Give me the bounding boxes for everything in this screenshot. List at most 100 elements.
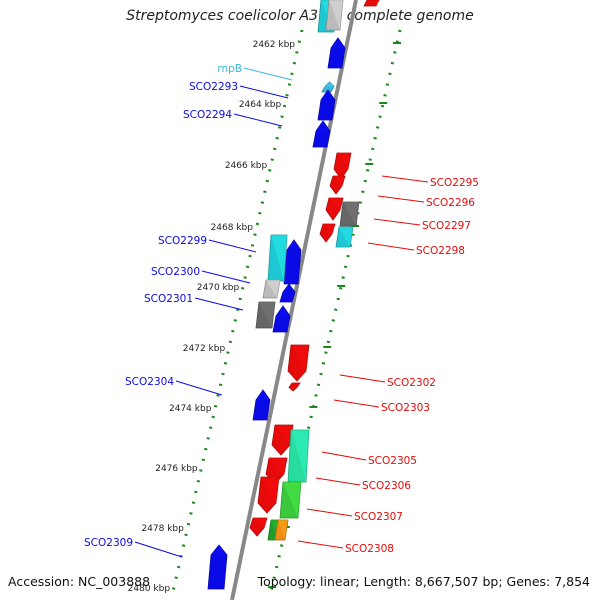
reverse-gene: [319, 223, 336, 243]
scale-label: 2462 kbp: [253, 40, 296, 50]
forward-gene-highlight: [321, 90, 335, 100]
reverse-gene-highlight: [329, 0, 343, 30]
right-leader-line: [306, 508, 353, 517]
reverse-gene-highlight: [261, 477, 279, 503]
forward-gene-highlight: [266, 280, 280, 298]
scale-label: 2480 kbp: [128, 584, 171, 594]
right-leader-line: [367, 242, 415, 251]
left-gene-label: rnpB: [217, 63, 242, 75]
left-leader-line: [175, 380, 223, 396]
reverse-gene-highlight: [269, 458, 287, 474]
right-gene-label: SCO2303: [381, 402, 430, 414]
right-leader-line: [373, 218, 421, 226]
forward-gene-highlight: [287, 240, 301, 250]
reverse-gene-highlight: [292, 383, 300, 388]
right-gene-label: SCO2295: [430, 177, 479, 189]
reverse-gene: [287, 429, 310, 483]
right-gene-label: SCO2307: [354, 511, 403, 523]
scale-label: 2476 kbp: [155, 464, 198, 474]
reverse-gene: [271, 424, 294, 456]
scale-label: 2478 kbp: [141, 524, 184, 534]
forward-gene-highlight: [211, 545, 227, 555]
right-gene-label: SCO2308: [345, 543, 394, 555]
reverse-gene: [249, 517, 268, 537]
forward-gene: [312, 120, 331, 148]
left-leader-line: [194, 297, 244, 311]
right-leader-line: [315, 477, 361, 486]
reverse-gene: [257, 476, 280, 514]
scale-label: 2464 kbp: [239, 100, 282, 110]
forward-gene-highlight: [283, 284, 295, 293]
forward-gene-highlight: [256, 390, 270, 400]
reverse-gene: [363, 0, 380, 7]
reverse-gene-highlight: [339, 227, 353, 247]
reverse-gene: [288, 382, 301, 392]
reverse-gene: [325, 197, 344, 221]
right-leader-line: [381, 175, 429, 183]
right-leader-line: [339, 374, 386, 383]
scale-label: 2472 kbp: [183, 344, 226, 354]
forward-gene: [272, 305, 291, 333]
scale-label: 2466 kbp: [225, 161, 268, 171]
right-leader-line: [333, 399, 380, 408]
reverse-gene-highlight: [283, 482, 301, 518]
left-gene-label: SCO2301: [144, 293, 193, 305]
reverse-gene-highlight: [291, 345, 309, 371]
right-gene-label: SCO2297: [422, 220, 471, 232]
forward-gene-highlight: [331, 38, 345, 48]
right-leader-line: [377, 195, 425, 203]
left-gene-label: SCO2304: [125, 376, 174, 388]
accession-label: Accession: NC_003888: [8, 574, 151, 589]
forward-gene: [321, 81, 335, 93]
reverse-gene-highlight: [275, 425, 293, 445]
forward-gene: [267, 234, 288, 282]
forward-gene: [327, 37, 346, 69]
right-gene-label: SCO2305: [368, 455, 417, 467]
left-leader-line: [239, 85, 289, 99]
forward-gene: [279, 283, 296, 303]
left-leader-line: [208, 239, 257, 253]
reverse-gene-highlight: [329, 198, 343, 211]
left-leader-line: [243, 67, 293, 81]
forward-gene: [255, 301, 276, 329]
forward-gene: [262, 279, 281, 299]
left-leader-line: [233, 113, 283, 127]
left-gene-label: SCO2300: [151, 266, 200, 278]
reverse-gene-highlight: [343, 202, 359, 226]
left-gene-label: SCO2309: [84, 537, 133, 549]
reverse-gene: [287, 344, 310, 382]
right-gene-label: SCO2306: [362, 480, 411, 492]
right-gene-label: SCO2302: [387, 377, 436, 389]
forward-gene: [207, 544, 228, 590]
left-gene-label: SCO2299: [158, 235, 207, 247]
reverse-gene: [335, 226, 354, 248]
reverse-gene: [329, 175, 346, 195]
forward-gene-highlight: [259, 302, 275, 328]
left-leader-line: [201, 270, 251, 284]
reverse-gene-highlight: [291, 430, 309, 482]
scale-label: 2470 kbp: [197, 283, 240, 293]
reverse-gene-highlight: [333, 176, 345, 186]
reverse-gene: [339, 201, 360, 227]
scale-label: 2468 kbp: [211, 223, 254, 233]
genome-summary: Topology: linear; Length: 8,667,507 bp; …: [257, 574, 590, 589]
forward-gene-highlight: [276, 306, 290, 316]
scale-label: 2474 kbp: [169, 404, 212, 414]
reverse-gene: [333, 152, 352, 180]
map-title: Streptomyces coelicolor A3(2), complete …: [126, 8, 474, 24]
right-gene-label: SCO2296: [426, 197, 475, 209]
reverse-gene-highlight: [253, 518, 267, 528]
reverse-gene: [325, 0, 344, 31]
left-leader-line: [134, 541, 183, 558]
left-gene-label: SCO2294: [183, 109, 232, 121]
reverse-gene: [274, 519, 289, 541]
reverse-gene-highlight: [367, 0, 379, 6]
reverse-gene: [279, 481, 302, 519]
forward-gene: [317, 89, 336, 121]
left-gene-label: SCO2293: [189, 81, 238, 93]
reverse-gene-highlight: [323, 224, 335, 234]
forward-gene-highlight: [271, 235, 287, 281]
reverse-gene-highlight: [337, 153, 351, 169]
right-leader-line: [297, 540, 344, 549]
